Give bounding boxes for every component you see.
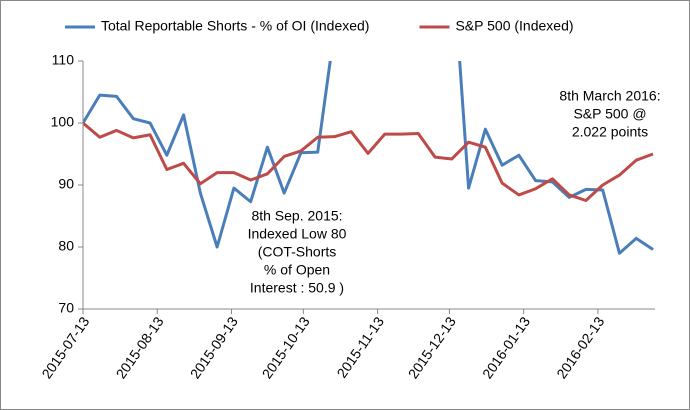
plot-area — [83, 61, 654, 255]
annotation: 2.022 points — [572, 124, 648, 140]
annotation: 8th March 2016: — [559, 88, 660, 104]
annotation: 8th Sep. 2015: — [251, 208, 342, 224]
annotation: % of Open — [264, 262, 330, 278]
legend-label: S&P 500 (Indexed) — [455, 18, 573, 34]
y-tick-label: 110 — [52, 52, 75, 68]
legend-label: Total Reportable Shorts - % of OI (Index… — [101, 18, 369, 34]
series-line — [83, 61, 654, 255]
y-tick-label: 70 — [58, 300, 74, 316]
y-tick-label: 90 — [58, 176, 74, 192]
y-tick-label: 80 — [58, 238, 74, 254]
y-tick-label: 100 — [51, 114, 75, 130]
annotation: Interest : 50.9 ) — [250, 280, 344, 296]
annotation: (COT-Shorts — [258, 244, 337, 260]
series-line — [83, 121, 654, 202]
annotation: S&P 500 @ — [573, 106, 646, 122]
annotation: Indexed Low 80 — [248, 226, 347, 242]
